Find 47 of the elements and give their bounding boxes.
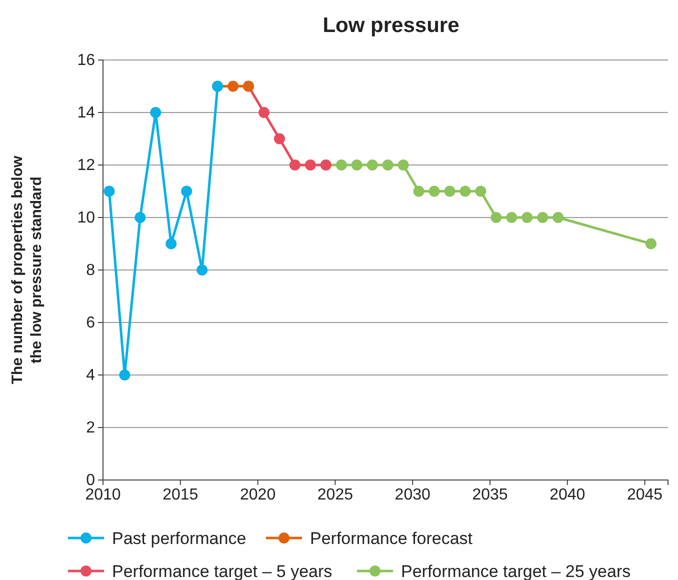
legend-label: Performance forecast — [310, 529, 473, 548]
point — [351, 160, 362, 170]
x-tick-label: 2045 — [626, 486, 663, 504]
point — [104, 186, 115, 197]
x-tick-label: 2020 — [240, 486, 276, 504]
point — [150, 107, 162, 118]
y-tick-label: 4 — [86, 367, 96, 384]
point — [506, 212, 518, 223]
y-tick-label: 16 — [77, 52, 96, 70]
point — [382, 160, 394, 170]
point — [428, 186, 440, 197]
point — [398, 160, 409, 170]
y-axis-title: The number of properties below the low pressure standard — [9, 155, 45, 384]
point — [522, 212, 533, 223]
point — [228, 80, 239, 92]
y-tick-label: 6 — [86, 314, 96, 332]
point — [196, 264, 208, 276]
chart-title: Low pressure — [322, 14, 460, 37]
x-tick-label: 2015 — [162, 486, 198, 504]
y-tick-label: 8 — [86, 262, 96, 280]
point — [552, 212, 564, 223]
y-tick-label: 10 — [77, 210, 96, 227]
point — [460, 186, 471, 197]
point — [166, 238, 177, 250]
point — [444, 186, 456, 197]
point — [274, 133, 285, 144]
x-tick-label: 2040 — [550, 486, 586, 504]
y-tick-label: 14 — [77, 104, 96, 122]
point — [366, 160, 378, 170]
point — [490, 212, 502, 223]
point — [475, 186, 486, 197]
point — [181, 186, 192, 197]
point — [304, 160, 316, 170]
legend-label: Past performance — [112, 529, 246, 548]
point — [258, 107, 270, 118]
point — [413, 186, 424, 197]
x-tick-label: 2025 — [317, 486, 354, 504]
point — [537, 212, 548, 223]
point — [336, 160, 347, 170]
point — [645, 238, 656, 250]
point — [119, 370, 130, 380]
x-tick-label: 2035 — [472, 486, 508, 504]
point — [289, 160, 300, 170]
x-tick-label: 2030 — [394, 486, 430, 504]
y-tick-label: 2 — [86, 420, 96, 437]
point — [134, 212, 146, 223]
y-tick-label: 12 — [77, 157, 96, 174]
